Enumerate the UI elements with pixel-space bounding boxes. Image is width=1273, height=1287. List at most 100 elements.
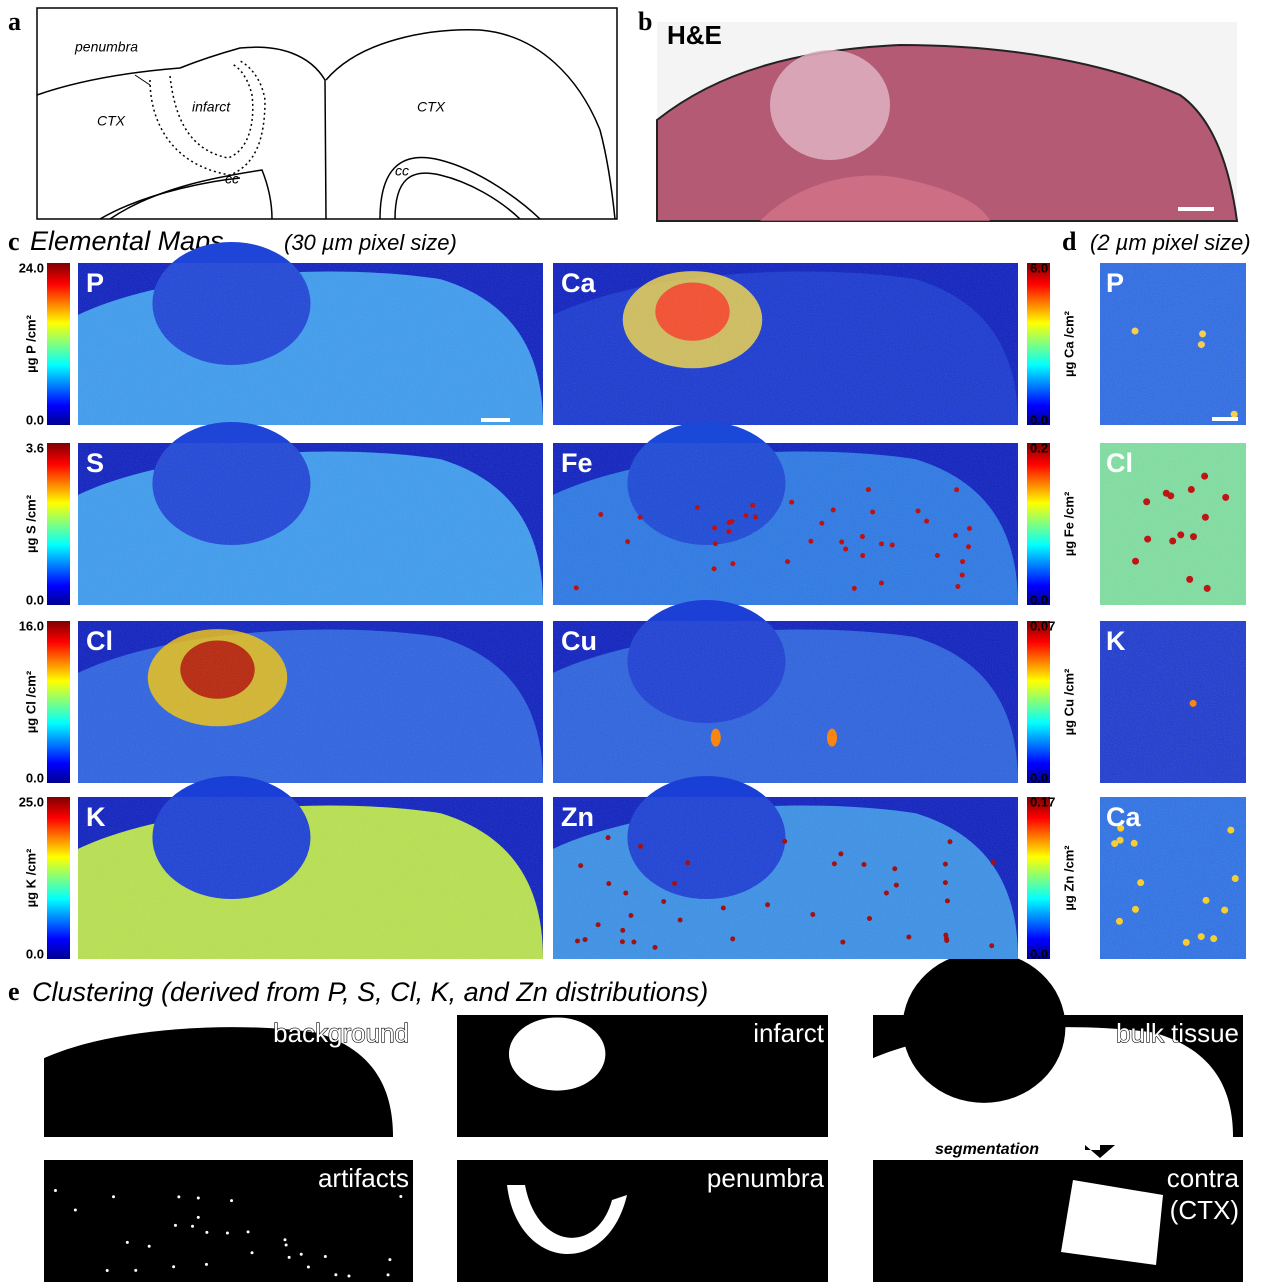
colorbar-unit: µg Fe /cm²: [1061, 491, 1076, 556]
artifact: [205, 1231, 208, 1234]
colorbar: [1027, 797, 1050, 959]
colorbar-min: 0.0: [1030, 412, 1048, 427]
colorbar-unit: µg P /cm²: [23, 314, 38, 372]
map-label: Zn: [561, 802, 594, 832]
texture: [78, 263, 543, 425]
artifact: [126, 1241, 129, 1244]
artifact: [134, 1269, 137, 1272]
artifact: [197, 1196, 200, 1199]
panel-title: Clustering (derived from P, S, Cl, K, an…: [32, 977, 708, 1007]
colorbar-min: 0.0: [1030, 592, 1048, 607]
colorbar-max: 25.0: [19, 794, 44, 809]
colorbar-min: 0.0: [1030, 946, 1048, 961]
zoom-map: Cl: [1100, 443, 1246, 605]
colorbar: [47, 443, 70, 605]
artifact: [106, 1269, 109, 1272]
colorbar: [1027, 443, 1050, 605]
map-label: Ca: [1106, 802, 1141, 832]
colorbar-max: 6.0: [1030, 260, 1048, 275]
colorbar-unit: µg Cl /cm²: [23, 670, 38, 733]
cluster-map: artifacts: [44, 1160, 413, 1282]
artifact: [347, 1274, 350, 1277]
element-map: Ca6.00.0µg Ca /cm²: [553, 260, 1076, 427]
artifact: [307, 1265, 310, 1268]
colorbar-max: 0.07: [1030, 618, 1055, 633]
colorbar-max: 0.17: [1030, 794, 1055, 809]
contra-mask: [1061, 1180, 1163, 1265]
cluster-sublabel: (CTX): [1170, 1195, 1239, 1225]
element-map: K25.00.0µg K /cm²: [19, 776, 543, 961]
map-label: P: [86, 268, 104, 298]
colorbar-max: 0.2: [1030, 440, 1048, 455]
artifact: [177, 1195, 180, 1198]
panel-letter: a: [8, 7, 21, 36]
label: CTX: [417, 99, 446, 115]
label: cc: [225, 171, 239, 187]
artifact: [399, 1195, 402, 1198]
label: cc: [395, 163, 409, 179]
cluster-label: background: [273, 1018, 409, 1048]
colorbar: [1027, 621, 1050, 783]
element-map: P24.00.0µg P /cm²: [19, 242, 543, 427]
texture: [553, 621, 1018, 783]
map-label: Ca: [561, 268, 596, 298]
cluster-label: penumbra: [707, 1163, 825, 1193]
panel-letter: d: [1062, 227, 1077, 256]
artifact: [388, 1258, 391, 1261]
colorbar-max: 16.0: [19, 618, 44, 633]
colorbar-min: 0.0: [1030, 770, 1048, 785]
artifact: [191, 1225, 194, 1228]
artifact: [54, 1189, 57, 1192]
texture: [78, 443, 543, 605]
texture: [553, 263, 1018, 425]
artifact: [247, 1230, 250, 1233]
panel-letter: b: [638, 7, 652, 36]
texture: [553, 443, 1018, 605]
artifact: [197, 1216, 200, 1219]
arrow: [1085, 1145, 1115, 1158]
cluster-map: infarct: [457, 1015, 828, 1137]
panel-subtitle: (2 µm pixel size): [1090, 230, 1251, 255]
panel-letter: c: [8, 227, 20, 256]
cluster-label: infarct: [753, 1018, 825, 1048]
zoom-map: K: [1100, 621, 1246, 783]
map-label: Fe: [561, 448, 593, 478]
map-label: K: [86, 802, 106, 832]
colorbar-min: 0.0: [26, 592, 44, 607]
colorbar-unit: µg K /cm²: [23, 848, 38, 907]
colorbar-unit: µg Cu /cm²: [1061, 668, 1076, 735]
element-map: Cu0.070.0µg Cu /cm²: [553, 600, 1076, 785]
label: penumbra: [74, 39, 138, 55]
cluster-map: background: [44, 1015, 413, 1137]
colorbar-min: 0.0: [26, 770, 44, 785]
zoom-map: P: [1100, 263, 1246, 425]
artifact: [334, 1273, 337, 1276]
artifact: [288, 1256, 291, 1259]
label: infarct: [192, 99, 231, 115]
colorbar-min: 0.0: [26, 412, 44, 427]
cluster-map: contra(CTX): [873, 1160, 1243, 1282]
element-map: Cl 16.0 0.0 µg Cl /cm²: [19, 618, 543, 785]
texture: [78, 797, 543, 959]
artifact: [172, 1265, 175, 1268]
cluster-label: artifacts: [318, 1163, 409, 1193]
map-label: Cl: [86, 626, 113, 656]
element-map: Zn0.170.0µg Zn /cm²: [553, 776, 1076, 961]
dip-mask: [903, 952, 1066, 1103]
map-label: S: [86, 448, 104, 478]
he-image: [657, 22, 1237, 221]
cluster-map: penumbra: [457, 1160, 828, 1282]
artifact: [112, 1195, 115, 1198]
panel-title: H&E: [667, 20, 722, 50]
artifact: [251, 1251, 254, 1254]
artifact: [205, 1263, 208, 1266]
colorbar: [47, 621, 70, 783]
artifact: [300, 1253, 303, 1256]
artifact: [324, 1255, 327, 1258]
artifact: [74, 1209, 77, 1212]
artifact: [174, 1224, 177, 1227]
artifact: [230, 1199, 233, 1202]
artifact: [148, 1245, 151, 1248]
label: CTX: [97, 113, 126, 129]
panel-letter: e: [8, 977, 20, 1006]
